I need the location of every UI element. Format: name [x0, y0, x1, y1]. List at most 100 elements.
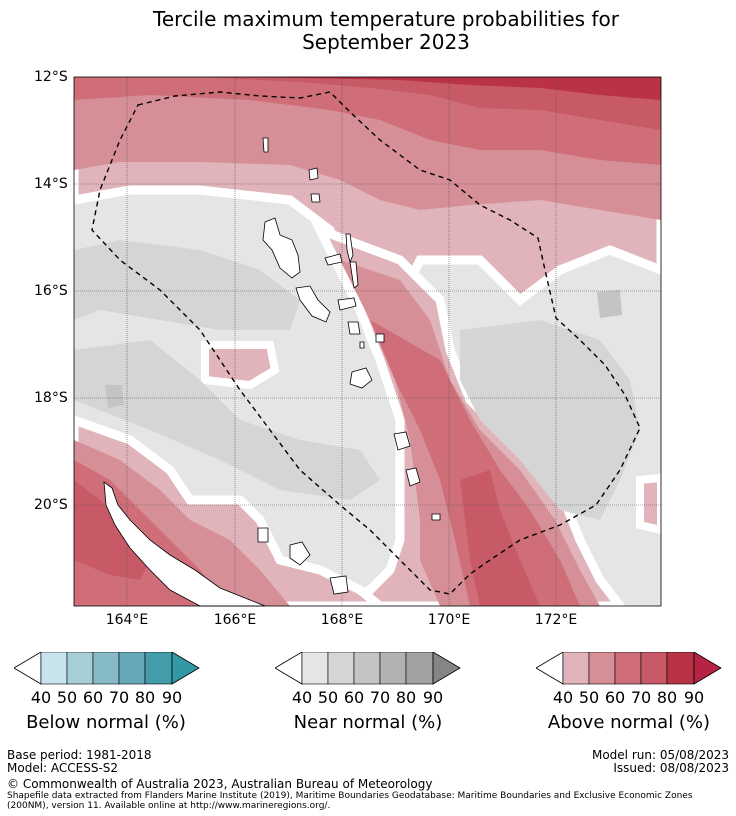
island-ambrym: [337, 297, 357, 311]
near-normal-50-east: [460, 320, 640, 520]
cbar-below-70: [118, 652, 146, 685]
above-normal-40-patch-east: [636, 473, 661, 535]
island-small-1: [375, 333, 385, 343]
footer-copyright: © Commonwealth of Australia 2023, Austra…: [7, 777, 433, 791]
above-normal-80-north: [250, 77, 661, 100]
cbar-below-tick: 70: [108, 688, 130, 707]
title-line-1: Tercile maximum temperature probabilitie…: [153, 7, 619, 31]
near-normal-60-patch: [105, 385, 124, 408]
cbar-above-tick: 90: [683, 688, 705, 707]
island-efate: [349, 367, 373, 389]
island-small-2: [359, 341, 365, 349]
cbar-below-80: [144, 652, 173, 685]
cbar-near-70: [379, 652, 407, 685]
near-normal-60-patch-east: [597, 290, 622, 318]
lon-label-170e: 170°E: [427, 612, 471, 628]
cbar-below-40: [40, 652, 68, 685]
footer-model: Model: ACCESS-S2: [7, 761, 119, 775]
above-normal-70-central: [460, 470, 540, 606]
cbar-above-upper-extend: [693, 652, 722, 685]
near-normal-50-west: [74, 240, 300, 330]
footer-shapefile-line-2: (200NM), version 11. Available online at…: [7, 801, 331, 811]
cbar-near-tick: 50: [317, 688, 339, 707]
colorbar-above-normal: [536, 652, 722, 685]
cbar-below-60: [92, 652, 120, 685]
island-banks-2: [310, 193, 321, 203]
cbar-near-tick: 80: [395, 688, 417, 707]
cbar-below-lower-extend: [14, 652, 42, 685]
island-aneityum: [431, 513, 441, 521]
cbar-near-40: [301, 652, 329, 685]
island-epi: [347, 321, 361, 335]
cbar-near-60: [353, 652, 381, 685]
near-normal-50-southwest: [74, 340, 380, 500]
cbar-above-50: [588, 652, 616, 685]
lon-label-166e: 166°E: [213, 612, 257, 628]
cbar-above-60: [614, 652, 642, 685]
island-maewo: [345, 233, 354, 264]
cbar-below-tick: 60: [82, 688, 104, 707]
coastlines: [103, 137, 441, 607]
island-ambae: [324, 253, 343, 266]
cbar-above-tick: 40: [552, 688, 574, 707]
footer-shapefile-line-1: Shapefile data extracted from Flanders M…: [7, 791, 693, 801]
footer-base-period: Base period: 1981-2018: [7, 748, 152, 762]
island-espiritu-santo: [262, 217, 301, 279]
cbar-below-upper-extend: [171, 652, 200, 685]
island-loyalty-1: [289, 541, 311, 566]
title-line-2: September 2023: [302, 30, 470, 54]
lat-label-20s: 20°S: [34, 497, 68, 513]
cbar-below-tick: 90: [161, 688, 183, 707]
cbar-below-tick: 40: [30, 688, 52, 707]
cbar-near-tick: 60: [343, 688, 365, 707]
cbar-near-upper-extend: [432, 652, 461, 685]
colorbar-above-caption: Above normal (%): [547, 712, 711, 733]
cbar-above-40: [562, 652, 590, 685]
eez-boundary: [91, 91, 641, 595]
island-banks-1: [308, 167, 319, 181]
map-title: Tercile maximum temperature probabilitie…: [0, 8, 736, 54]
island-loyalty-3: [257, 527, 269, 543]
lat-label-12s: 12°S: [34, 69, 68, 85]
island-erromango: [393, 431, 411, 451]
cbar-near-lower-extend: [275, 652, 303, 685]
cbar-above-70: [640, 652, 668, 685]
footer-model-run: Model run: 05/08/2023: [591, 748, 729, 762]
island-pentecost: [349, 261, 359, 289]
above-normal-40-patch-west: [201, 341, 280, 390]
cbar-near-tick: 40: [291, 688, 313, 707]
colorbar-near-normal: [275, 652, 461, 685]
cbar-near-tick: 70: [369, 688, 391, 707]
lon-label-168e: 168°E: [320, 612, 364, 628]
cbar-above-tick: 60: [604, 688, 626, 707]
probability-fields: [74, 77, 661, 606]
island-malekula: [295, 285, 331, 323]
cbar-below-50: [66, 652, 94, 685]
lat-label-14s: 14°S: [34, 176, 68, 192]
above-normal-70-north: [200, 77, 661, 130]
island-torres: [262, 137, 269, 153]
cbar-near-80: [405, 652, 434, 685]
cbar-above-tick: 70: [630, 688, 652, 707]
colorbar-below-normal: [14, 652, 200, 685]
probability-map: [73, 76, 662, 607]
above-normal-60-central: [370, 320, 580, 606]
new-caledonia-coast: [103, 481, 266, 607]
cbar-above-tick: 80: [656, 688, 678, 707]
lat-label-16s: 16°S: [34, 283, 68, 299]
lat-label-18s: 18°S: [34, 390, 68, 406]
cbar-below-tick: 80: [134, 688, 156, 707]
cbar-above-80: [666, 652, 695, 685]
cbar-near-50: [327, 652, 355, 685]
cbar-near-tick: 90: [422, 688, 444, 707]
cbar-above-tick: 50: [578, 688, 600, 707]
island-tanna: [405, 467, 421, 487]
cbar-above-lower-extend: [536, 652, 564, 685]
lon-label-164e: 164°E: [105, 612, 149, 628]
colorbar-below-caption: Below normal (%): [26, 712, 186, 733]
cbar-below-tick: 50: [56, 688, 78, 707]
footer-issued: Issued: 08/08/2023: [613, 761, 729, 775]
colorbar-near-caption: Near normal (%): [293, 712, 443, 733]
map-frame: [73, 76, 662, 607]
lon-label-172e: 172°E: [534, 612, 578, 628]
